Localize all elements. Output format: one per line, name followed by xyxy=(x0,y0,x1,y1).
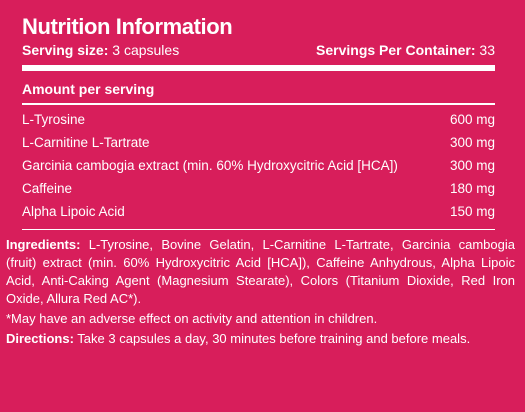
serving-info: Serving size: 3 capsules Servings Per Co… xyxy=(22,40,495,60)
nutrient-amount: 180 mg xyxy=(449,181,495,196)
directions-text: Take 3 capsules a day, 30 minutes before… xyxy=(77,331,471,346)
nutrient-row: L-Tyrosine 600 mg xyxy=(22,109,495,131)
nutrient-row: Alpha Lipoic Acid 150 mg xyxy=(22,201,495,223)
servings-per-container-value: 33 xyxy=(479,42,495,58)
ingredients-text: L-Tyrosine, Bovine Gelatin, L-Carnitine … xyxy=(6,237,515,306)
serving-size-value: 3 capsules xyxy=(112,42,180,58)
nutrient-amount: 600 mg xyxy=(449,112,495,127)
nutrient-name: L-Tyrosine xyxy=(22,112,86,127)
serving-size: Serving size: 3 capsules xyxy=(22,40,179,60)
nutrient-amount: 150 mg xyxy=(449,204,495,219)
label-footer: Ingredients: L-Tyrosine, Bovine Gelatin,… xyxy=(6,236,515,348)
nutrient-amount: 300 mg xyxy=(449,158,495,173)
nutrient-name: Caffeine xyxy=(22,181,73,196)
nutrient-amount: 300 mg xyxy=(449,135,495,150)
nutrient-name: Garcinia cambogia extract (min. 60% Hydr… xyxy=(22,158,398,173)
warning-text: *May have an adverse effect on activity … xyxy=(6,311,378,326)
servings-per-container-label: Servings Per Container: xyxy=(316,42,476,58)
divider-thin xyxy=(22,229,495,230)
ingredients-paragraph: Ingredients: L-Tyrosine, Bovine Gelatin,… xyxy=(6,236,515,308)
serving-size-label: Serving size: xyxy=(22,42,109,58)
nutrient-row: Caffeine 180 mg xyxy=(22,178,495,200)
directions-paragraph: Directions: Take 3 capsules a day, 30 mi… xyxy=(6,330,515,348)
directions-label: Directions: xyxy=(6,331,74,346)
divider-medium xyxy=(22,103,495,105)
ingredients-label: Ingredients: xyxy=(6,237,81,252)
amount-per-serving-header: Amount per serving xyxy=(22,81,155,97)
servings-per-container: Servings Per Container: 33 xyxy=(316,40,495,60)
label-title: Nutrition Information xyxy=(22,14,233,39)
nutrient-row: L-Carnitine L-Tartrate 300 mg xyxy=(22,132,495,154)
divider-thick xyxy=(22,65,495,71)
nutrient-name: Alpha Lipoic Acid xyxy=(22,204,125,219)
nutrient-row: Garcinia cambogia extract (min. 60% Hydr… xyxy=(22,155,495,177)
nutrient-name: L-Carnitine L-Tartrate xyxy=(22,135,150,150)
